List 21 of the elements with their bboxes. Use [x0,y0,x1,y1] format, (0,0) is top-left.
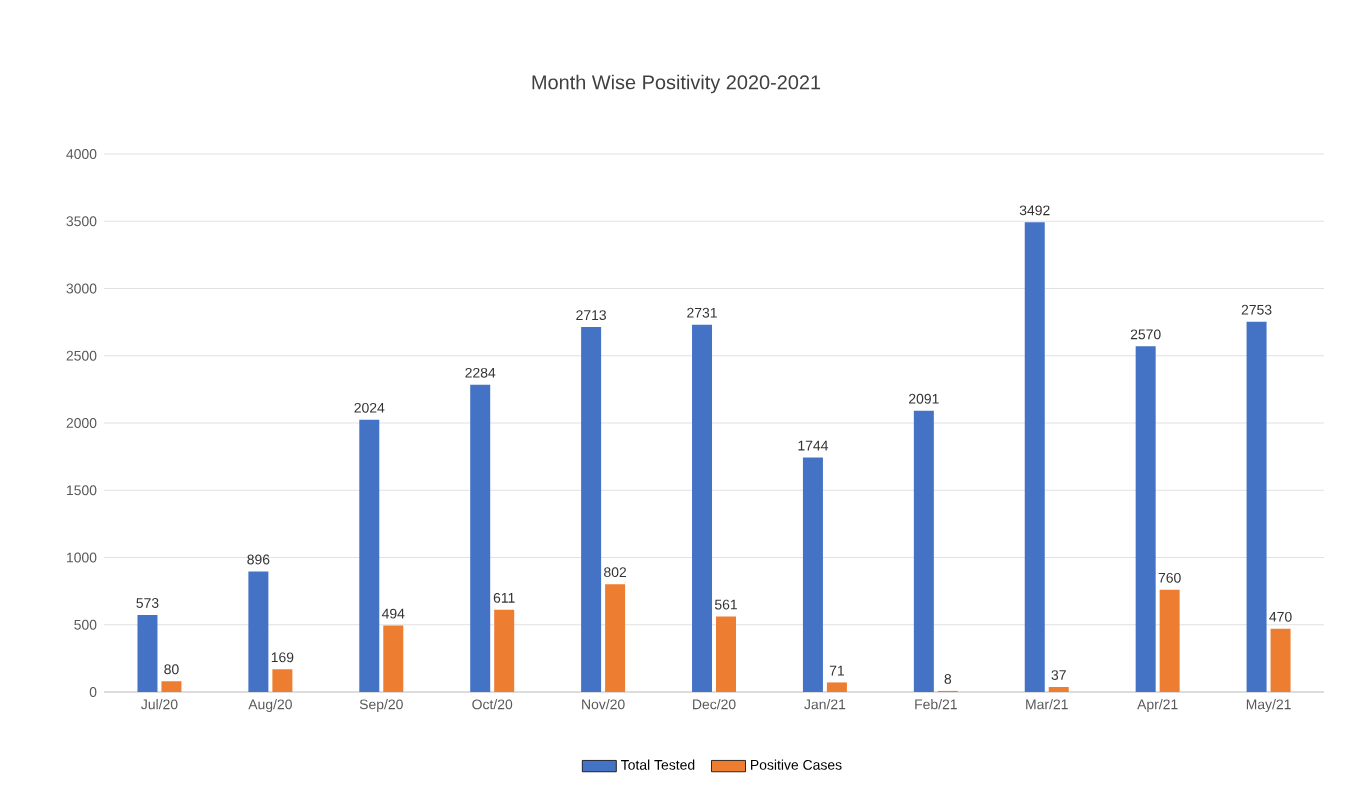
bar [1024,222,1045,692]
bar [1135,346,1156,692]
bar [1159,589,1180,692]
bar [1270,628,1291,692]
bar [470,384,491,692]
bar [802,457,823,692]
bar [248,571,269,692]
bar [605,584,626,692]
bar [826,682,847,692]
bar [137,614,158,692]
bar [383,625,404,692]
bar [913,410,934,692]
bar [716,616,737,692]
bar [272,669,293,692]
bar [359,419,380,692]
bar [494,609,515,692]
bar [581,327,602,692]
bar [161,681,182,692]
chart-title: Month Wise Positivity 2020-2021 [532,74,821,94]
bar [692,324,713,692]
bar [1246,321,1267,692]
